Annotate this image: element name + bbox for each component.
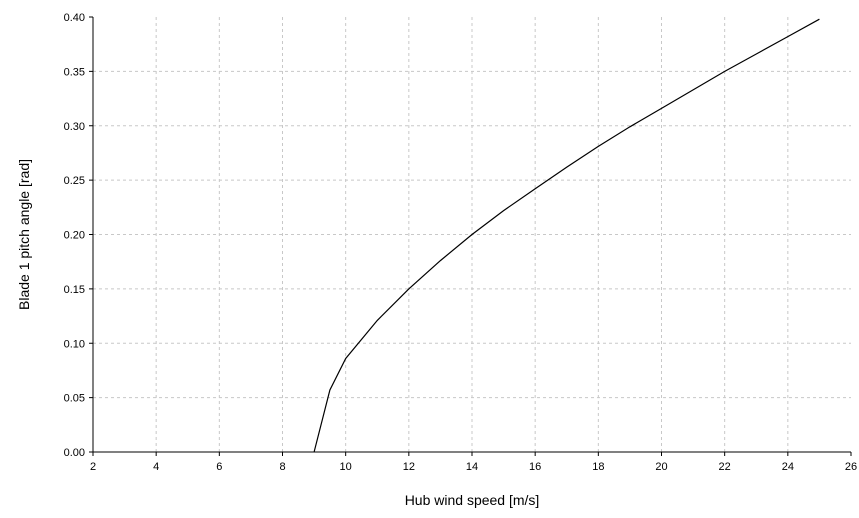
y-axis-title: Blade 1 pitch angle [rad] (16, 159, 32, 310)
x-tick-label: 26 (845, 461, 857, 473)
x-axis-title: Hub wind speed [m/s] (405, 492, 540, 508)
y-tick-label: 0.25 (64, 175, 85, 187)
y-tick-label: 0.10 (64, 338, 85, 350)
x-tick-label: 22 (719, 461, 731, 473)
axes (89, 16, 852, 456)
x-tick-label: 12 (403, 461, 415, 473)
y-tick-label: 0.35 (64, 66, 85, 78)
x-tick-label: 4 (153, 461, 159, 473)
y-tick-label: 0.05 (64, 393, 85, 405)
x-tick-label: 2 (90, 461, 96, 473)
y-tick-label: 0.20 (64, 230, 85, 242)
x-tick-label: 16 (529, 461, 541, 473)
grid-lines (93, 17, 851, 452)
x-tick-label: 14 (466, 461, 478, 473)
x-tick-label: 24 (782, 461, 794, 473)
x-tick-label: 6 (216, 461, 222, 473)
tick-labels: 2 4 6 8 10 12 14 16 18 20 22 24 260.000.050.100.150.… (64, 12, 858, 473)
x-tick-label: 10 (340, 461, 352, 473)
series-layer (313, 18, 820, 453)
x-tick-label: 20 (655, 461, 667, 473)
x-tick-label: 8 (279, 461, 285, 473)
series-line (313, 18, 820, 453)
y-tick-label: 0.30 (64, 121, 85, 133)
x-tick-label: 18 (592, 461, 604, 473)
y-tick-label: 0.40 (64, 12, 85, 24)
y-tick-label: 0.15 (64, 284, 85, 296)
y-tick-label: 0.00 (64, 447, 85, 459)
